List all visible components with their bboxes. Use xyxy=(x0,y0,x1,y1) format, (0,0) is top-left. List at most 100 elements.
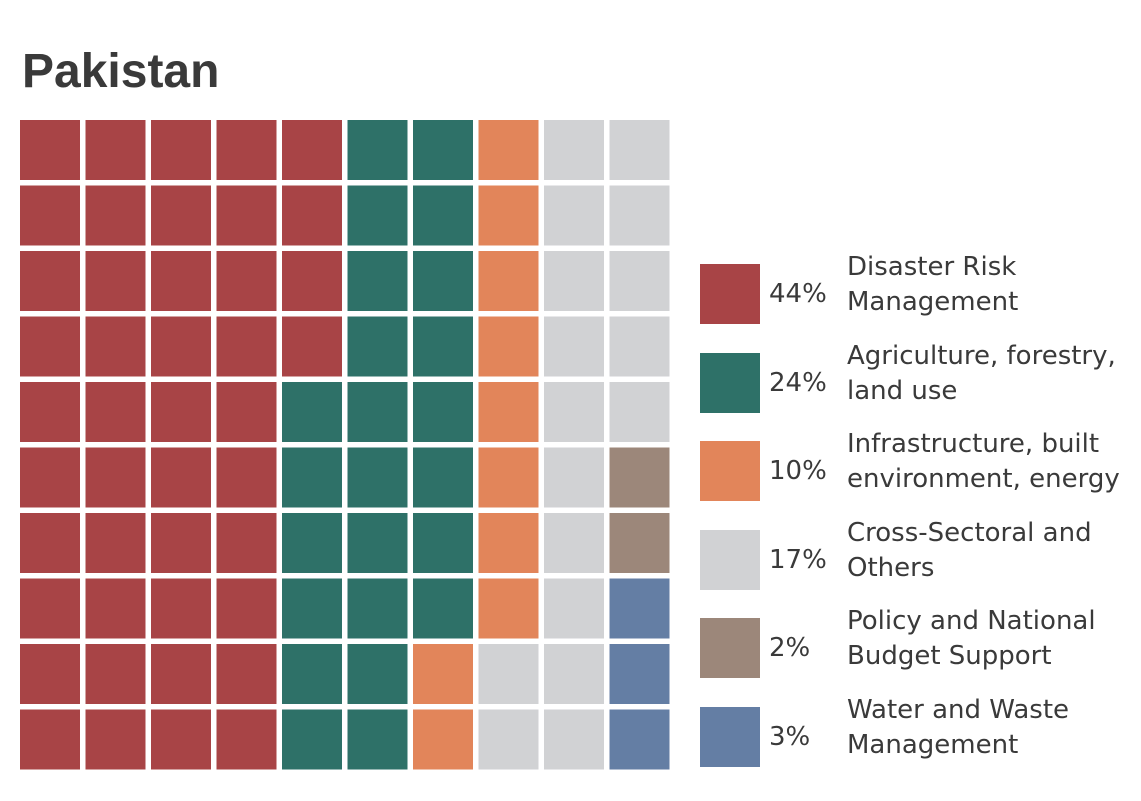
waffle-cell-drm xyxy=(20,120,80,180)
chart-title: Pakistan xyxy=(22,45,220,98)
waffle-cell-agri xyxy=(413,120,473,180)
waffle-cell-infra xyxy=(478,382,539,442)
waffle-cell-water xyxy=(609,644,670,704)
waffle-cell-cross xyxy=(544,709,604,770)
waffle-cell-drm xyxy=(85,644,146,704)
waffle-cell-agri xyxy=(347,251,408,311)
waffle-cell-cross xyxy=(609,382,670,442)
waffle-cell-cross xyxy=(544,185,604,246)
waffle-cell-agri xyxy=(413,185,473,246)
waffle-cell-drm xyxy=(151,185,211,246)
waffle-cell-drm xyxy=(20,382,80,442)
waffle-cell-cross xyxy=(544,578,604,639)
legend-item-policy: 2% Policy and National Budget Support xyxy=(700,606,1141,678)
waffle-cell-drm xyxy=(85,185,146,246)
waffle-cell-agri xyxy=(282,709,342,770)
waffle-cell-agri xyxy=(413,578,473,639)
waffle-cell-cross xyxy=(544,447,604,508)
legend-item-infrastructure: 10% Infrastructure, built environment, e… xyxy=(700,429,1141,501)
legend-percent-water: 3% xyxy=(769,722,811,752)
waffle-cell-drm xyxy=(216,120,277,180)
waffle-cell-drm xyxy=(85,120,146,180)
waffle-cell-policy xyxy=(609,447,670,508)
waffle-cell-drm xyxy=(151,120,211,180)
waffle-cell-drm xyxy=(85,382,146,442)
waffle-cell-infra xyxy=(413,709,473,770)
waffle-cell-drm xyxy=(20,185,80,246)
legend: 44% Disaster Risk Management 24% Agricul… xyxy=(700,0,1141,801)
waffle-cell-drm xyxy=(151,709,211,770)
waffle-cell-drm xyxy=(151,644,211,704)
legend-swatch-infrastructure xyxy=(700,441,760,501)
legend-item-water: 3% Water and Waste Management xyxy=(700,695,1141,767)
legend-swatch-cross-sectoral xyxy=(700,530,760,590)
waffle-cell-water xyxy=(609,578,670,639)
waffle-cell-drm xyxy=(216,709,277,770)
waffle-cell-agri xyxy=(282,644,342,704)
waffle-cell-drm xyxy=(282,316,342,377)
waffle-cell-infra xyxy=(478,447,539,508)
waffle-cell-drm xyxy=(85,251,146,311)
waffle-cell-infra xyxy=(478,185,539,246)
legend-label-agriculture: Agriculture, forestry, land use xyxy=(847,341,1116,406)
waffle-cell-drm xyxy=(85,316,146,377)
waffle-cell-drm xyxy=(216,251,277,311)
waffle-cell-cross xyxy=(609,185,670,246)
legend-percent-agriculture: 24% xyxy=(769,368,827,398)
waffle-cell-drm xyxy=(20,316,80,377)
waffle-chart xyxy=(20,120,670,770)
legend-swatch-disaster-risk xyxy=(700,264,760,324)
waffle-cell-drm xyxy=(282,120,342,180)
waffle-cell-cross xyxy=(544,251,604,311)
waffle-cell-drm xyxy=(151,447,211,508)
waffle-cell-drm xyxy=(216,185,277,246)
waffle-cell-cross xyxy=(544,316,604,377)
waffle-cell-agri xyxy=(413,382,473,442)
legend-label-cross-sectoral: Cross-Sectoral and Others xyxy=(847,518,1092,583)
waffle-cell-drm xyxy=(151,578,211,639)
waffle-cell-drm xyxy=(216,578,277,639)
waffle-cell-drm xyxy=(282,185,342,246)
waffle-cell-drm xyxy=(20,251,80,311)
waffle-cell-drm xyxy=(85,447,146,508)
legend-label-policy: Policy and National Budget Support xyxy=(847,606,1096,671)
waffle-cell-agri xyxy=(413,447,473,508)
legend-item-disaster-risk: 44% Disaster Risk Management xyxy=(700,252,1141,324)
waffle-cell-agri xyxy=(282,382,342,442)
legend-item-cross-sectoral: 17% Cross-Sectoral and Others xyxy=(700,518,1141,590)
waffle-cell-drm xyxy=(20,644,80,704)
waffle-cell-agri xyxy=(282,447,342,508)
legend-percent-cross-sectoral: 17% xyxy=(769,545,827,575)
waffle-cell-water xyxy=(609,709,670,770)
waffle-cell-agri xyxy=(282,578,342,639)
waffle-cell-drm xyxy=(85,709,146,770)
waffle-cell-infra xyxy=(478,316,539,377)
waffle-cell-agri xyxy=(347,709,408,770)
waffle-cell-agri xyxy=(347,513,408,573)
waffle-cell-drm xyxy=(20,709,80,770)
waffle-cell-drm xyxy=(85,513,146,573)
waffle-cell-drm xyxy=(216,447,277,508)
waffle-cell-agri xyxy=(413,513,473,573)
waffle-cell-infra xyxy=(478,513,539,573)
waffle-cell-agri xyxy=(347,120,408,180)
waffle-cell-agri xyxy=(413,251,473,311)
waffle-cell-cross xyxy=(544,644,604,704)
waffle-cell-agri xyxy=(347,382,408,442)
legend-item-agriculture: 24% Agriculture, forestry, land use xyxy=(700,341,1141,413)
waffle-cell-drm xyxy=(20,578,80,639)
waffle-cell-infra xyxy=(478,578,539,639)
waffle-cell-policy xyxy=(609,513,670,573)
waffle-cell-drm xyxy=(85,578,146,639)
legend-label-water: Water and Waste Management xyxy=(847,695,1070,760)
waffle-cell-agri xyxy=(347,447,408,508)
waffle-cell-agri xyxy=(347,316,408,377)
waffle-cell-cross xyxy=(609,120,670,180)
waffle-cell-cross xyxy=(478,709,539,770)
legend-swatch-water xyxy=(700,707,760,767)
legend-percent-disaster-risk: 44% xyxy=(769,279,827,309)
legend-label-disaster-risk: Disaster Risk Management xyxy=(847,252,1019,317)
waffle-cell-cross xyxy=(609,316,670,377)
waffle-cell-agri xyxy=(282,513,342,573)
legend-percent-policy: 2% xyxy=(769,633,811,663)
